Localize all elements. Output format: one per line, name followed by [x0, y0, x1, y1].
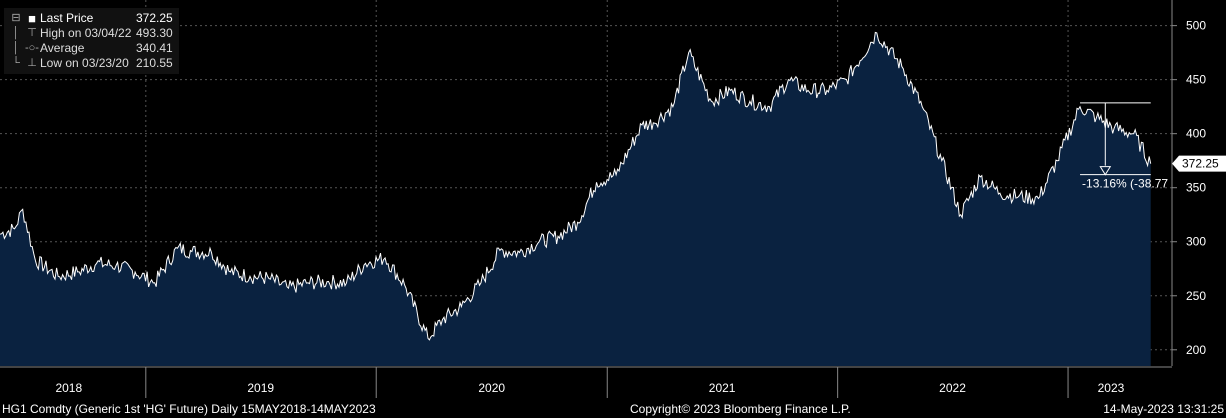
annotation-arrow-icon	[1099, 166, 1112, 176]
footer-security-info: HG1 Comdty (Generic 1st 'HG' Future) Dai…	[2, 402, 376, 416]
legend-value: 340.41	[136, 41, 173, 55]
legend-last-price[interactable]: ⊟ ■ Last Price 372.25	[8, 11, 173, 26]
x-tick-label: 2019	[247, 381, 274, 395]
legend-value: 372.25	[136, 11, 173, 25]
tree-branch-icon: │	[12, 27, 20, 39]
low-marker-icon: ⊥	[27, 57, 37, 69]
last-price-tag: 372.25	[1172, 155, 1226, 172]
legend-value: 210.55	[136, 56, 173, 70]
y-tick-label: 300	[1186, 235, 1206, 249]
y-tick-label: 250	[1186, 289, 1206, 303]
tree-branch-icon: └	[12, 57, 20, 69]
y-tick-label: 350	[1186, 181, 1206, 195]
footer: HG1 Comdty (Generic 1st 'HG' Future) Dai…	[0, 400, 1226, 418]
price-area	[0, 32, 1151, 367]
last-price-tag-shape	[1172, 155, 1226, 172]
annotation-text: -13.16% (-38.77	[1082, 177, 1168, 191]
legend-high[interactable]: │ ⊤ High on 03/04/22 493.30	[8, 26, 173, 41]
legend-label: Average	[40, 41, 85, 55]
x-tick-label: 2020	[478, 381, 505, 395]
y-tick-label: 500	[1186, 19, 1206, 33]
legend-average[interactable]: │ -○- Average 340.41	[8, 41, 173, 56]
x-tick-label: 2018	[55, 381, 82, 395]
x-tick-label: 2023	[1098, 381, 1125, 395]
y-tick-label: 450	[1186, 73, 1206, 87]
x-axis: 2018 2019 2020 2021 2022 2023	[0, 366, 1172, 398]
legend-label: High on 03/04/22	[40, 26, 132, 40]
white-square-icon: ■	[28, 11, 36, 26]
y-tick-label: 400	[1186, 127, 1206, 141]
last-price-tag-label: 372.25	[1182, 157, 1219, 171]
tree-branch-icon: │	[12, 42, 20, 54]
high-marker-icon: ⊤	[27, 27, 37, 39]
average-marker-icon: -○-	[25, 42, 39, 54]
legend: ⊟ ■ Last Price 372.25 │ ⊤ High on 03/04/…	[4, 8, 179, 74]
y-tick-label: 200	[1186, 343, 1206, 357]
collapse-icon[interactable]: ⊟	[11, 12, 21, 24]
x-tick-label: 2021	[709, 381, 736, 395]
legend-low[interactable]: └ ⊥ Low on 03/23/20 210.55	[8, 56, 173, 71]
price-line	[0, 31, 1152, 341]
legend-label: Low on 03/23/20	[40, 56, 129, 70]
y-axis: 200 250 300 350 400 450 500	[1171, 0, 1206, 366]
legend-value: 493.30	[136, 26, 173, 40]
footer-timestamp: 14-May-2023 13:31:25	[1103, 402, 1224, 416]
footer-copyright: Copyright© 2023 Bloomberg Finance L.P.	[630, 402, 851, 416]
x-tick-label: 2022	[939, 381, 966, 395]
change-annotation: -13.16% (-38.77	[1080, 102, 1168, 191]
legend-label: Last Price	[40, 11, 94, 25]
